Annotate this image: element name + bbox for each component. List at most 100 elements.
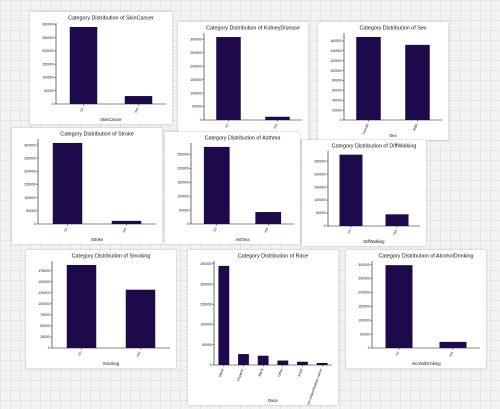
- y-tick-label: 50000: [202, 343, 212, 347]
- bar-other: [277, 360, 289, 365]
- asthma-chart-panel: Category Distribution of Asthma 0 50000 100…: [165, 132, 300, 244]
- x-tick-label: Yes: [392, 229, 398, 236]
- x-tick-label: Yes: [136, 351, 142, 358]
- y-tick-label: 150000: [314, 185, 325, 189]
- x-axis-label: AlcoholDrinking: [411, 361, 441, 366]
- y-tick-label: 80000: [332, 79, 342, 83]
- y-tick-label: 50000: [44, 89, 54, 93]
- y-tick-label: 150000: [358, 305, 369, 309]
- y-tick-label: 300000: [358, 263, 369, 267]
- x-tick-label: No: [79, 107, 84, 113]
- x-tick-label: Male: [412, 123, 418, 131]
- y-tick-label: 150000: [190, 78, 201, 82]
- y-tick-label: 150000: [200, 302, 211, 306]
- bar-yes: [439, 341, 467, 348]
- x-axis-label: Sex: [389, 133, 397, 138]
- y-tick-label: 40000: [332, 98, 342, 102]
- y-tick-label: 250000: [42, 36, 53, 40]
- x-tick-label: No: [347, 229, 352, 235]
- smoking-chart-panel: Category Distribution of Smoking 0 25000 50…: [26, 250, 176, 368]
- chart-svg: Category Distribution of KidneyDisease 0 5…: [190, 26, 302, 138]
- y-tick-label: 100000: [314, 198, 325, 202]
- y-tick-label: 100000: [358, 318, 369, 322]
- race-chart-panel: Category Distribution of Race 0 50000 10000…: [188, 250, 338, 405]
- x-tick-label: Yes: [448, 351, 454, 358]
- x-tick-label: No: [77, 351, 82, 357]
- chart-svg: Category Distribution of AlcoholDrinking…: [358, 254, 480, 366]
- y-tick-label: 200000: [177, 167, 188, 171]
- x-axis-label: SkinCancer: [100, 117, 122, 122]
- chart-title: Category Distribution of KidneyDisease: [206, 26, 300, 32]
- y-tick-label: 0: [34, 222, 36, 226]
- bar-american-indian-alaskan-native: [316, 362, 328, 365]
- sex-chart-panel: Category Distribution of Sex 0 20000 40000 6…: [318, 22, 448, 140]
- y-tick-label: 0: [187, 222, 189, 226]
- y-tick-label: 100000: [42, 76, 53, 80]
- bar-male: [405, 44, 430, 121]
- bar-no: [216, 37, 241, 120]
- y-tick-label: 20000: [332, 108, 342, 112]
- bar-no: [339, 154, 363, 226]
- x-tick-label: No: [63, 227, 68, 233]
- bar-yes: [111, 220, 142, 224]
- chart-svg: Category Distribution of Asthma 0 50000 100…: [177, 136, 294, 242]
- bar-no: [52, 142, 83, 224]
- y-tick-label: 200000: [314, 172, 325, 176]
- y-tick-label: 100000: [38, 302, 49, 306]
- x-tick-label: Black: [258, 368, 265, 377]
- bar-yes: [265, 116, 290, 120]
- y-tick-label: 100000: [190, 91, 201, 95]
- bar-female: [356, 36, 381, 120]
- y-tick-label: 200000: [200, 282, 211, 286]
- bar-white: [218, 265, 230, 365]
- x-axis-label: Race: [268, 398, 278, 403]
- y-tick-label: 150000: [24, 183, 35, 187]
- chart-svg: Category Distribution of Sex 0 20000 40000 6…: [330, 26, 442, 138]
- x-tick-label: Female: [362, 123, 370, 135]
- x-tick-label: No: [395, 351, 400, 357]
- y-tick-label: 200000: [24, 170, 35, 174]
- chart-title: Category Distribution of Sex: [359, 26, 426, 32]
- y-tick-label: 50000: [360, 332, 370, 336]
- y-tick-label: 0: [324, 224, 326, 228]
- chart-title: Category Distribution of DiffWalking: [332, 144, 417, 150]
- y-tick-label: 60000: [332, 89, 342, 93]
- bar-black: [257, 355, 269, 365]
- y-tick-label: 0: [48, 346, 50, 350]
- chart-title: Category Distribution of Race: [238, 254, 308, 260]
- y-tick-label: 0: [210, 363, 212, 367]
- y-tick-label: 250000: [177, 153, 188, 157]
- chart-svg: Category Distribution of Smoking 0 25000 50…: [38, 254, 170, 366]
- x-tick-label: Asian: [297, 368, 304, 377]
- y-tick-label: 200000: [42, 49, 53, 53]
- y-tick-label: 50000: [40, 324, 50, 328]
- chart-svg: Category Distribution of DiffWalking 0 500…: [314, 144, 420, 244]
- bar-hispanic: [238, 354, 249, 365]
- y-tick-label: 0: [340, 118, 342, 122]
- y-tick-label: 250000: [358, 277, 369, 281]
- x-tick-label: White: [218, 368, 225, 378]
- bar-no: [385, 265, 413, 348]
- chart-title: Category Distribution of Asthma: [205, 136, 281, 142]
- y-tick-label: 75000: [40, 313, 50, 317]
- y-tick-label: 125000: [38, 291, 49, 295]
- y-tick-label: 150000: [38, 280, 49, 284]
- y-tick-label: 100000: [24, 196, 35, 200]
- y-tick-label: 300000: [190, 37, 201, 41]
- skincancer-chart-panel: Category Distribution of SkinCancer 0 5000…: [30, 12, 172, 124]
- y-tick-label: 150000: [177, 180, 188, 184]
- y-tick-label: 0: [52, 102, 54, 106]
- kidneydisease-chart-panel: Category Distribution of KidneyDisease 0 5…: [178, 22, 308, 140]
- x-tick-label: Other: [277, 367, 284, 377]
- y-tick-label: 140000: [330, 49, 341, 53]
- x-tick-label: No: [224, 123, 229, 129]
- y-tick-label: 50000: [26, 209, 36, 213]
- y-tick-label: 250000: [24, 156, 35, 160]
- y-tick-label: 250000: [190, 51, 201, 55]
- y-tick-label: 200000: [190, 64, 201, 68]
- x-axis-label: DiffWalking: [364, 239, 386, 244]
- stroke-chart-panel: Category Distribution of Stroke 0 50000 100…: [12, 128, 162, 244]
- y-tick-label: 250000: [314, 159, 325, 163]
- y-tick-label: 120000: [330, 59, 341, 63]
- y-tick-label: 100000: [330, 69, 341, 73]
